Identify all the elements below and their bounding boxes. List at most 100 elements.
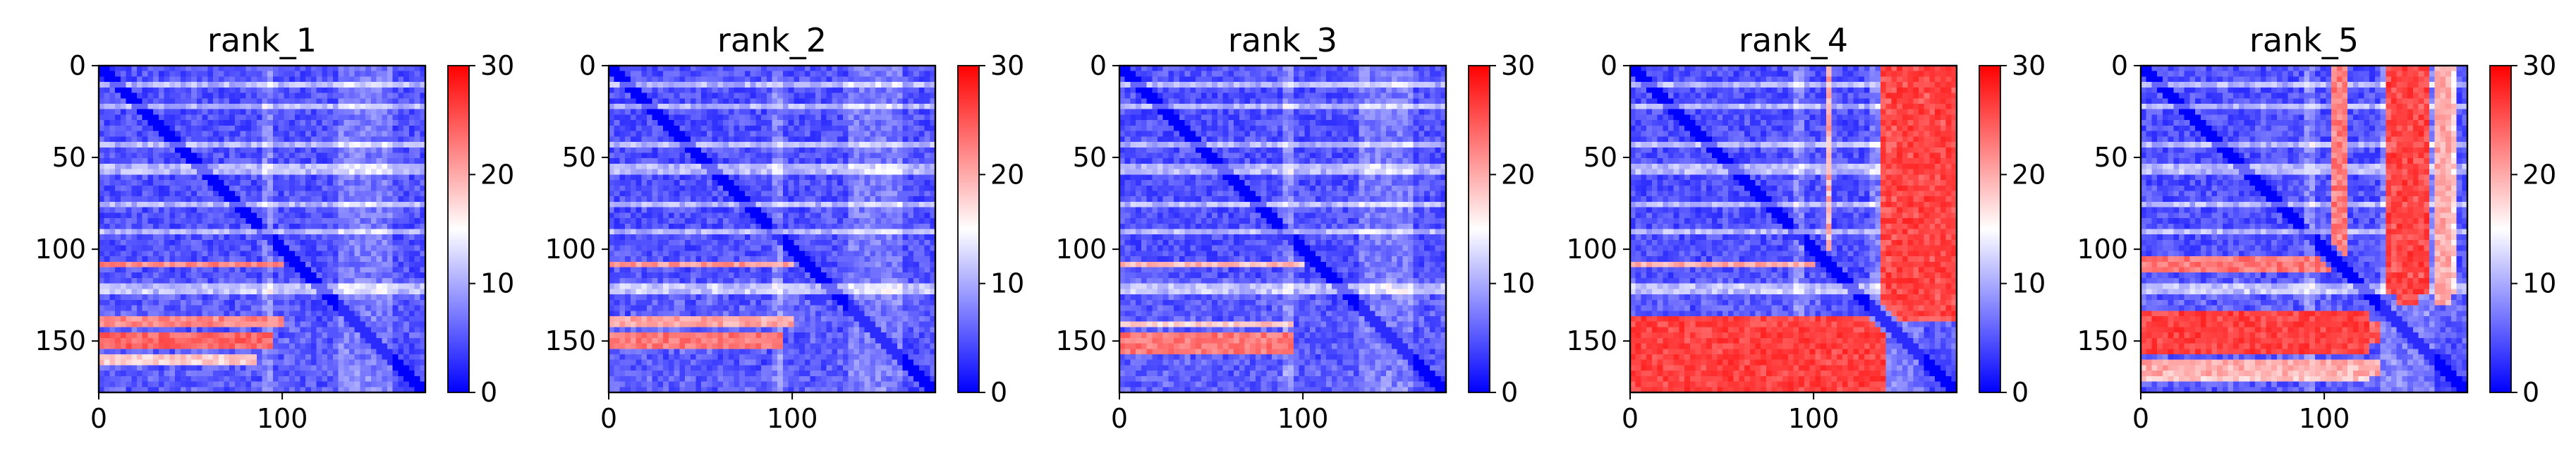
heatmap-cell — [327, 365, 334, 371]
heatmap-cell — [158, 315, 165, 323]
heatmap-cell — [224, 332, 230, 339]
heatmap-cell — [918, 82, 925, 88]
heatmap-cell — [382, 261, 388, 268]
heatmap-cell — [636, 109, 642, 116]
heatmap-cell — [289, 104, 296, 110]
heatmap-cell — [147, 71, 154, 78]
heatmap-cell — [695, 82, 702, 88]
heatmap-cell — [196, 163, 203, 170]
heatmap-cell — [126, 343, 132, 349]
heatmap-cell — [365, 311, 372, 317]
heatmap-cell — [880, 169, 887, 175]
heatmap-cell — [755, 169, 762, 175]
heatmap-cell — [284, 251, 290, 257]
heatmap-cell — [142, 359, 149, 366]
heatmap-cell — [289, 321, 296, 327]
heatmap-cell — [289, 207, 296, 213]
heatmap-cell — [794, 76, 800, 83]
heatmap-cell — [826, 158, 832, 164]
heatmap-cell — [387, 87, 394, 94]
heatmap-cell — [398, 196, 404, 203]
heatmap-cell — [131, 114, 138, 121]
heatmap-cell — [382, 267, 388, 273]
heatmap-cell — [305, 66, 312, 72]
heatmap-cell — [641, 98, 648, 104]
heatmap-cell — [104, 371, 111, 377]
heatmap-cell — [147, 76, 154, 83]
heatmap-cell — [186, 277, 192, 284]
heatmap-cell — [826, 131, 832, 137]
heatmap-cell — [848, 82, 854, 88]
heatmap-cell — [142, 120, 149, 126]
heatmap-cell — [880, 152, 887, 159]
heatmap-cell — [104, 359, 111, 366]
heatmap-cell — [348, 136, 356, 143]
heatmap-cell — [332, 125, 339, 132]
heatmap-cell — [262, 131, 268, 137]
heatmap-cell — [332, 349, 339, 355]
heatmap-cell — [310, 125, 317, 132]
heatmap-cell — [294, 136, 301, 143]
heatmap-cell — [614, 125, 621, 132]
heatmap-cell — [267, 109, 274, 116]
heatmap-cell — [420, 87, 426, 94]
heatmap-cell — [289, 277, 296, 284]
heatmap-cell — [234, 375, 241, 383]
heatmap-cell — [636, 180, 642, 186]
heatmap-cell — [207, 337, 214, 344]
heatmap-cell — [398, 251, 404, 257]
heatmap-cell — [370, 109, 377, 116]
heatmap-cell — [398, 201, 404, 208]
heatmap-cell — [262, 305, 268, 311]
heatmap-cell — [251, 311, 257, 317]
heatmap-cell — [137, 365, 143, 371]
heatmap-cell — [398, 256, 404, 263]
heatmap-cell — [207, 120, 214, 126]
heatmap-cell — [240, 359, 246, 366]
heatmap-cell — [782, 92, 789, 99]
heatmap-cell — [131, 294, 138, 301]
heatmap-cell — [202, 191, 208, 197]
heatmap-cell — [229, 381, 236, 387]
heatmap-cell — [180, 387, 187, 393]
heatmap-cell — [360, 315, 366, 323]
heatmap-cell — [289, 294, 296, 301]
heatmap-cell — [327, 239, 334, 246]
heatmap-cell — [777, 76, 784, 83]
heatmap-cell — [115, 131, 121, 137]
heatmap-cell — [772, 174, 778, 181]
heatmap-cell — [712, 82, 718, 88]
heatmap-cell — [191, 315, 198, 323]
heatmap-cell — [420, 174, 426, 181]
heatmap-cell — [294, 120, 301, 126]
heatmap-cell — [723, 185, 729, 192]
heatmap-cell — [403, 76, 410, 83]
heatmap-cell — [382, 387, 388, 393]
heatmap-cell — [360, 359, 366, 366]
heatmap-cell — [147, 98, 154, 104]
heatmap-cell — [284, 66, 290, 72]
heatmap-cell — [153, 147, 159, 154]
heatmap-cell — [294, 158, 301, 164]
heatmap-cell — [376, 267, 382, 273]
heatmap-cell — [376, 180, 382, 186]
heatmap-cell — [245, 381, 252, 387]
heatmap-cell — [750, 147, 756, 154]
heatmap-cell — [420, 104, 426, 110]
heatmap-cell — [832, 163, 838, 170]
heatmap-cell — [842, 136, 849, 143]
heatmap-cell — [348, 120, 356, 126]
heatmap-cell — [630, 87, 637, 94]
heatmap-cell — [310, 256, 317, 263]
heatmap-cell — [234, 109, 241, 116]
heatmap-cell — [229, 136, 236, 143]
heatmap-cell — [191, 142, 198, 148]
heatmap-cell — [137, 294, 143, 301]
heatmap-cell — [750, 104, 756, 110]
heatmap-cell — [370, 212, 377, 219]
heatmap-cell — [229, 98, 236, 104]
heatmap-cell — [305, 299, 312, 306]
heatmap-cell — [202, 283, 208, 289]
heatmap-cell — [679, 142, 686, 148]
heatmap-cell — [322, 349, 328, 355]
